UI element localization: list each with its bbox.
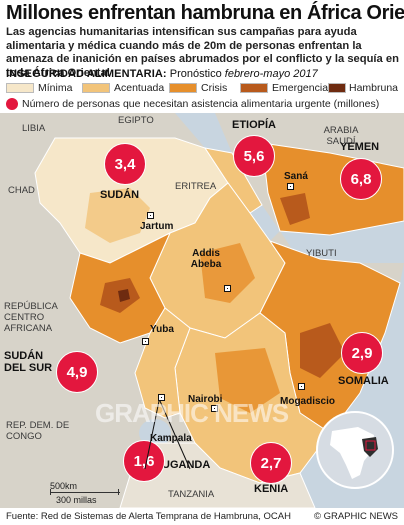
country-label-rca: REPÚBLICA CENTRO AFRICANA	[4, 301, 58, 334]
country-label-libia: LIBIA	[22, 123, 46, 134]
country-label-etiopia: ETIOPÍA	[232, 119, 277, 131]
source-text: Fuente: Red de Sistemas de Alerta Tempra…	[6, 511, 291, 522]
city-marker-kampala	[158, 394, 165, 401]
city-label-sana: Saná	[284, 171, 308, 182]
country-label-sudan-sur: SUDÁN DEL SUR	[4, 350, 53, 374]
watermark: GRAPHIC NEWS	[95, 398, 289, 428]
bubble-sudan: 3,4	[104, 143, 146, 185]
city-label-jartum: Jartum	[140, 221, 174, 232]
city-marker-yuba	[142, 338, 149, 345]
country-label-egipto: EGIPTO	[118, 115, 154, 126]
country-label-eritrea: ERITREA	[175, 181, 217, 192]
legend-label-acentuada: Acentuada	[114, 82, 165, 94]
country-label-arabia: ARABIA SAUDÍ	[323, 125, 359, 147]
legend-swatch-minima	[6, 83, 34, 93]
legend-heading-plain: Pronóstico	[166, 68, 225, 80]
page-title: Millones enfrentan hambruna en África Or…	[6, 2, 404, 24]
scale-miles: 300 millas	[56, 495, 97, 505]
legend-circle-label: Número de personas que necesitan asisten…	[22, 98, 380, 110]
legend-label-emergencia: Emergencia	[272, 82, 329, 94]
legend-swatch-crisis	[169, 83, 197, 93]
locator-globe-icon	[316, 411, 394, 489]
legend-heading: INSEGURIDAD ALIMENTARIA: Pronóstico febr…	[6, 68, 318, 80]
bubble-yemen: 6,8	[340, 158, 382, 200]
city-marker-nairobi	[211, 405, 218, 412]
city-label-nairobi: Nairobi	[188, 394, 223, 405]
bubble-etiopia: 5,6	[233, 135, 275, 177]
legend-heading-bold: INSEGURIDAD ALIMENTARIA:	[6, 68, 167, 80]
legend-heading-period: febrero-mayo 2017	[224, 68, 318, 80]
city-marker-mogadiscio	[298, 383, 305, 390]
legend-swatch-emergencia	[240, 83, 268, 93]
intro-text: Las agencias humanitarias intensifican s…	[6, 26, 399, 79]
legend-circle-icon	[6, 98, 18, 110]
country-label-rdc: REP. DEM. DE CONGO	[6, 420, 70, 442]
legend-label-hambruna: Hambruna	[349, 82, 399, 94]
country-label-tanzania: TANZANIA	[168, 489, 215, 500]
bubble-somalia: 2,9	[341, 332, 383, 374]
scale-tick-right	[118, 489, 119, 495]
country-label-kenia: KENIA	[254, 483, 289, 495]
country-label-yibuti: YIBUTI	[306, 248, 337, 259]
city-label-yuba: Yuba	[150, 324, 174, 335]
country-label-yemen: YEMEN	[340, 141, 380, 153]
legend-label-minima: Mínima	[38, 82, 73, 94]
city-label-kampala: Kampala	[150, 433, 192, 444]
globe-graphic	[330, 427, 378, 479]
legend-label-crisis: Crisis	[201, 82, 228, 94]
country-label-somalia: SOMALIA	[338, 375, 389, 387]
city-marker-jartum	[147, 212, 154, 219]
scale-km: 500km	[50, 481, 78, 491]
scale-line	[50, 492, 120, 493]
bubble-uganda: 1,6	[123, 440, 165, 482]
country-label-chad: CHAD	[8, 185, 35, 196]
bubble-sudan-sur: 4,9	[56, 351, 98, 393]
bubble-kenia: 2,7	[250, 442, 292, 484]
city-label-addis: Addis Abeba	[190, 248, 222, 270]
city-marker-sana	[287, 183, 294, 190]
scale-tick-left	[50, 489, 51, 495]
country-label-sudan: SUDÁN	[100, 189, 140, 201]
legend-swatch-hambruna	[328, 83, 346, 93]
credit-text: © GRAPHIC NEWS	[313, 511, 398, 522]
scale-bar: 500km 300 millas	[50, 481, 122, 505]
country-label-uganda: UGANDA	[162, 459, 211, 471]
city-marker-addis	[224, 285, 231, 292]
city-label-mogadiscio: Mogadiscio	[280, 396, 336, 407]
legend-swatch-acentuada	[82, 83, 110, 93]
